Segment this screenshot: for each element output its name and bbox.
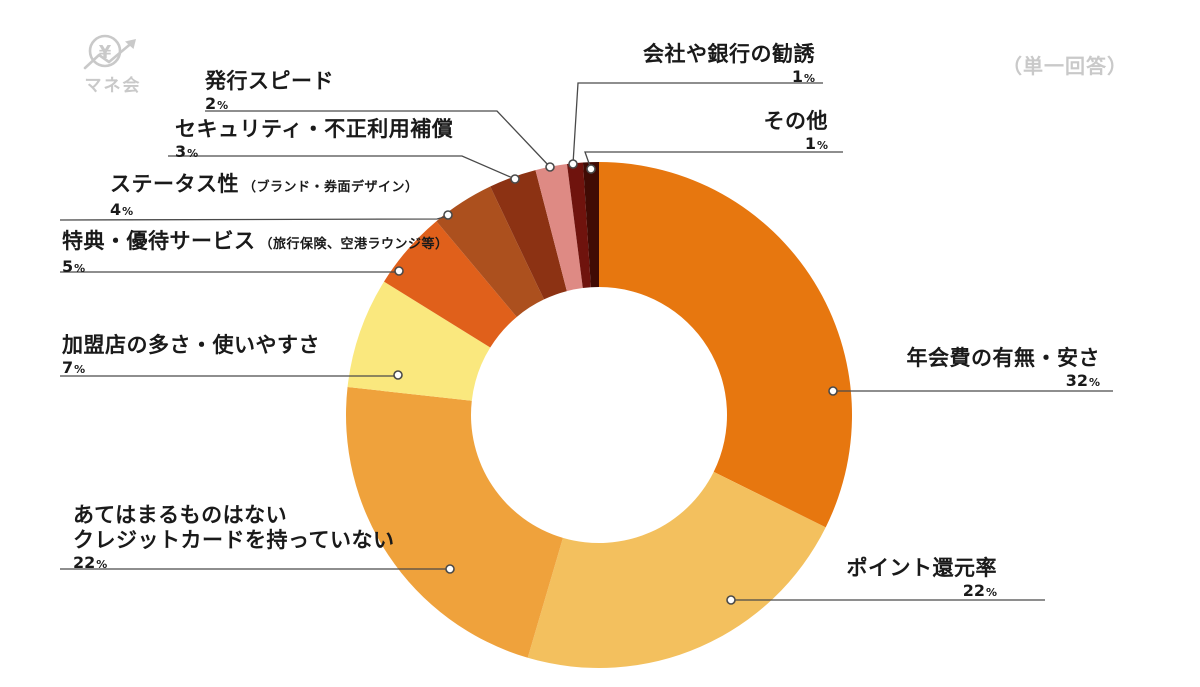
donut-segment-0 xyxy=(599,162,853,528)
donut-segment-4 xyxy=(384,221,517,348)
label-percent: 22% xyxy=(962,581,997,600)
callout-line-issuing-speed xyxy=(205,110,551,168)
callout-dot-other xyxy=(586,164,596,174)
label-benefits: 特典・優待サービス （旅行保険、空港ラウンジ等） 5% xyxy=(62,229,449,277)
callout-dot-status xyxy=(443,210,453,220)
label-title-line2: クレジットカードを持っていない xyxy=(73,528,395,552)
label-percent: 22% xyxy=(73,553,108,572)
label-title: あてはまるものはない xyxy=(73,503,288,527)
label-point-rate: ポイント還元率 22% xyxy=(847,556,998,601)
label-percent: 7% xyxy=(62,358,86,377)
callout-dot-point-rate xyxy=(726,595,736,605)
label-title: その他 xyxy=(763,109,828,133)
callout-dot-annual-fee xyxy=(828,386,838,396)
label-other: その他 1% xyxy=(764,109,829,154)
label-percent: 1% xyxy=(791,67,815,86)
label-percent: 1% xyxy=(804,134,828,153)
label-status: ステータス性 （ブランド・券面デザイン） 4% xyxy=(110,172,419,220)
label-security: セキュリティ・不正利用補償 3% xyxy=(175,117,453,162)
label-title: 年会費の有無・安さ xyxy=(906,346,1100,370)
donut-slices xyxy=(346,162,853,668)
callout-dot-none-apply xyxy=(445,564,455,574)
donut-segment-8 xyxy=(566,162,591,289)
callout-line-security xyxy=(168,155,516,180)
label-percent: 32% xyxy=(1065,371,1100,390)
label-merchant-coverage: 加盟店の多さ・使いやすさ 7% xyxy=(62,333,320,378)
logo: ¥ マネ会 xyxy=(76,32,150,96)
callout-dot-solicitation xyxy=(568,159,578,169)
callout-lines xyxy=(59,82,1113,605)
label-percent: 2% xyxy=(205,94,229,113)
label-solicitation: 会社や銀行の勧誘 1% xyxy=(643,42,815,87)
label-title: 特典・優待サービス （旅行保険、空港ラウンジ等） xyxy=(62,229,449,253)
label-sublabel: （旅行保険、空港ラウンジ等） xyxy=(259,237,449,252)
label-title: 発行スピード xyxy=(205,69,334,93)
donut-segment-5 xyxy=(436,186,544,317)
label-percent: 4% xyxy=(110,200,134,219)
label-sublabel: （ブランド・券面デザイン） xyxy=(243,180,419,195)
label-percent: 5% xyxy=(62,257,86,276)
donut-segment-7 xyxy=(535,164,583,292)
label-title: セキュリティ・不正利用補償 xyxy=(175,117,454,141)
label-percent: 3% xyxy=(175,142,199,161)
donut-segment-9 xyxy=(582,162,599,288)
yen-coin-growth-arrow-icon: ¥ xyxy=(83,34,136,70)
donut-segment-2 xyxy=(346,386,563,658)
answer-type-note: （単一回答） xyxy=(1002,54,1128,78)
label-title: ポイント還元率 xyxy=(846,556,997,580)
donut-segment-6 xyxy=(490,170,567,300)
label-title: ステータス性 （ブランド・券面デザイン） xyxy=(110,172,419,196)
callout-dot-issuing-speed xyxy=(545,162,555,172)
logo-text: マネ会 xyxy=(84,76,142,96)
donut-segment-3 xyxy=(347,281,491,401)
label-none-apply: あてはまるものはない クレジットカードを持っていない 22% xyxy=(73,503,394,573)
callout-line-other xyxy=(584,151,843,170)
callout-dot-benefits xyxy=(394,266,404,276)
label-issuing-speed: 発行スピード 2% xyxy=(205,69,334,114)
callout-dot-security xyxy=(510,174,520,184)
callout-line-solicitation xyxy=(572,82,823,165)
label-title: 加盟店の多さ・使いやすさ xyxy=(62,333,320,357)
label-annual-fee: 年会費の有無・安さ 32% xyxy=(907,346,1101,391)
label-title: 会社や銀行の勧誘 xyxy=(643,42,815,66)
donut-segment-1 xyxy=(527,471,826,668)
callout-dot-merchant-coverage xyxy=(393,370,403,380)
